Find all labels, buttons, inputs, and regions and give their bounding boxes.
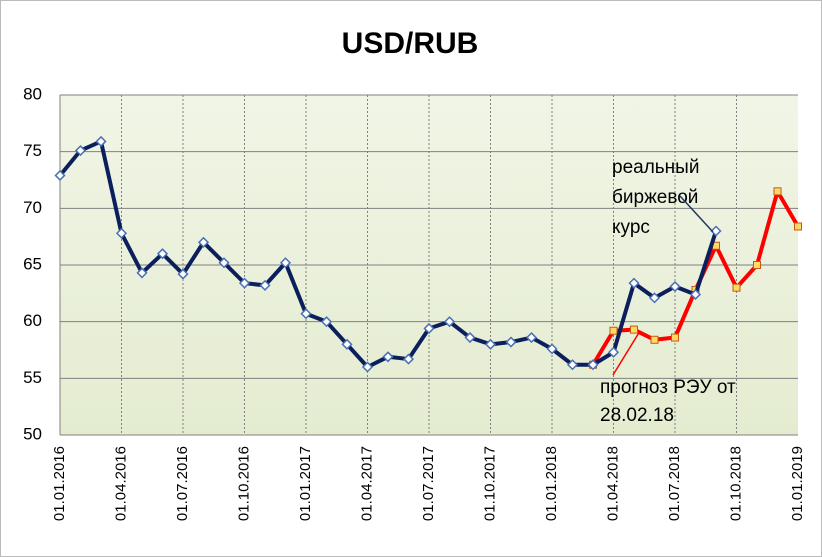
marker bbox=[773, 187, 782, 196]
marker bbox=[630, 325, 638, 334]
x-tick-label: 01.07.2016 bbox=[174, 446, 191, 521]
marker bbox=[546, 343, 558, 355]
marker bbox=[753, 261, 761, 269]
annotation: биржевой bbox=[612, 187, 698, 208]
y-tick-label: 80 bbox=[23, 84, 42, 103]
x-tick-label: 01.04.2017 bbox=[358, 446, 375, 521]
marker bbox=[607, 346, 620, 358]
marker bbox=[95, 135, 107, 148]
marker bbox=[648, 292, 661, 304]
marker bbox=[484, 338, 497, 350]
marker bbox=[156, 248, 169, 260]
x-tick-label: 01.10.2017 bbox=[481, 446, 498, 521]
marker bbox=[443, 316, 456, 328]
annotation-connector bbox=[612, 330, 641, 376]
marker bbox=[505, 336, 517, 348]
marker bbox=[402, 353, 415, 365]
marker bbox=[609, 326, 618, 335]
y-tick-label: 55 bbox=[23, 368, 42, 387]
marker bbox=[115, 227, 128, 239]
x-tick-label: 01.10.2018 bbox=[727, 446, 744, 521]
y-tick-label: 75 bbox=[23, 141, 42, 160]
marker bbox=[587, 359, 599, 371]
x-tick-label: 01.01.2019 bbox=[789, 446, 806, 521]
marker bbox=[74, 144, 87, 157]
annotation: реальный bbox=[612, 157, 699, 178]
marker bbox=[566, 359, 579, 371]
marker bbox=[794, 222, 802, 231]
marker bbox=[464, 331, 476, 344]
marker bbox=[300, 308, 312, 320]
marker bbox=[710, 225, 722, 237]
x-tick-label: 01.01.2018 bbox=[543, 446, 560, 521]
marker bbox=[650, 335, 659, 344]
x-tick-label: 01.01.2017 bbox=[297, 446, 314, 521]
x-tick-label: 01.04.2018 bbox=[604, 446, 621, 521]
annotation: курс bbox=[612, 217, 650, 238]
y-tick-label: 65 bbox=[23, 254, 42, 273]
annotation: прогноз РЭУ от bbox=[600, 377, 736, 398]
y-tick-label: 50 bbox=[23, 424, 42, 443]
marker bbox=[238, 277, 251, 289]
annotation: 28.02.18 bbox=[600, 405, 674, 426]
marker bbox=[320, 316, 333, 328]
marker bbox=[669, 280, 681, 293]
x-tick-label: 01.07.2017 bbox=[420, 446, 437, 521]
x-tick-label: 01.01.2016 bbox=[51, 446, 68, 521]
annotation-connector bbox=[679, 195, 714, 233]
chart-title: USD/RUB bbox=[342, 27, 479, 60]
marker bbox=[628, 277, 640, 289]
x-tick-label: 01.07.2018 bbox=[666, 446, 683, 521]
marker bbox=[689, 288, 702, 301]
marker bbox=[341, 338, 353, 350]
marker bbox=[218, 257, 230, 269]
marker bbox=[177, 268, 189, 280]
marker bbox=[54, 169, 66, 182]
x-tick-label: 01.10.2016 bbox=[235, 446, 252, 521]
marker bbox=[382, 351, 394, 363]
marker bbox=[423, 322, 435, 335]
marker bbox=[279, 257, 292, 269]
y-tick-label: 70 bbox=[23, 198, 42, 217]
marker bbox=[259, 279, 271, 291]
marker bbox=[136, 267, 148, 279]
marker bbox=[732, 283, 741, 292]
marker bbox=[197, 236, 210, 248]
y-tick-label: 60 bbox=[23, 311, 42, 330]
marker bbox=[361, 361, 374, 373]
marker bbox=[525, 331, 538, 344]
marker bbox=[671, 333, 679, 342]
x-tick-label: 01.04.2016 bbox=[112, 446, 129, 521]
